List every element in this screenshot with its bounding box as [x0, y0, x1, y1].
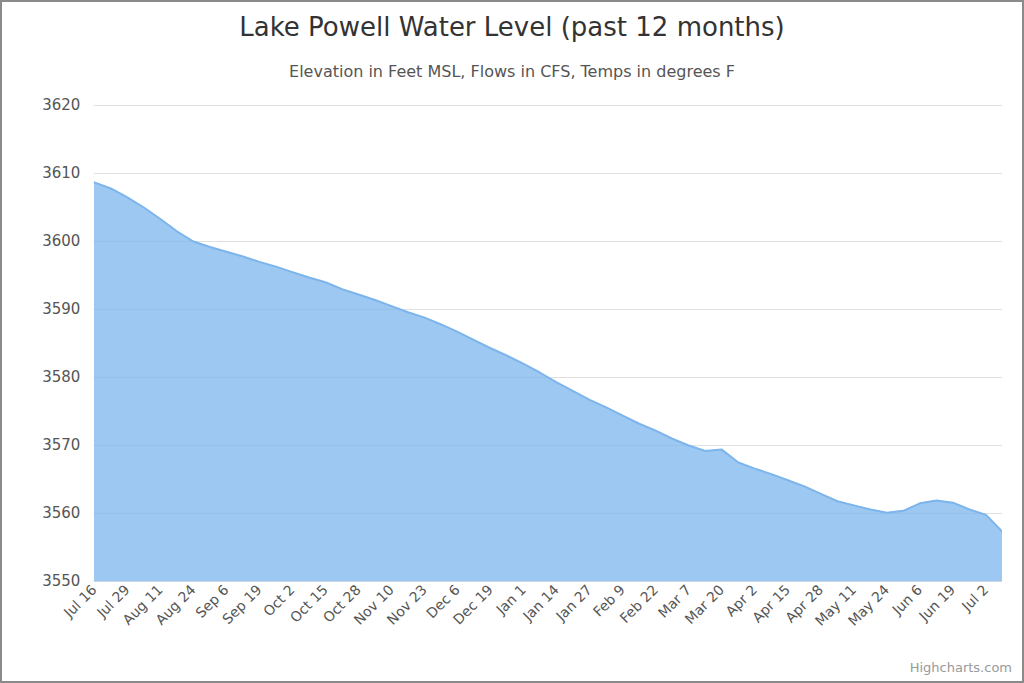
svg-text:Apr 2: Apr 2 — [722, 581, 761, 620]
svg-text:Sep 19: Sep 19 — [219, 581, 265, 627]
svg-text:3610: 3610 — [42, 164, 80, 182]
svg-text:Nov 10: Nov 10 — [350, 581, 397, 628]
svg-text:Oct 28: Oct 28 — [319, 581, 364, 626]
html-text:Highcharts.com: Highcharts.com — [909, 660, 1012, 675]
svg-text:Oct 15: Oct 15 — [286, 581, 331, 626]
svg-text:Feb 9: Feb 9 — [589, 581, 628, 620]
svg-text:Aug 24: Aug 24 — [152, 581, 198, 627]
svg-text:3550: 3550 — [42, 572, 80, 590]
svg-text:Mar 20: Mar 20 — [681, 581, 727, 627]
svg-text:Dec 6: Dec 6 — [423, 581, 463, 622]
svg-text:Oct 2: Oct 2 — [259, 581, 298, 620]
svg-text:3600: 3600 — [42, 232, 80, 250]
svg-text:Apr 15: Apr 15 — [749, 581, 794, 626]
svg-text:Jan 14: Jan 14 — [519, 581, 562, 624]
svg-text:Nov 23: Nov 23 — [384, 581, 430, 627]
svg-text:Apr 28: Apr 28 — [782, 581, 827, 626]
svg-text:Sep 6: Sep 6 — [192, 581, 232, 621]
svg-text:3580: 3580 — [42, 368, 80, 386]
svg-text:3570: 3570 — [42, 436, 80, 454]
svg-text:Jan 1: Jan 1 — [493, 581, 529, 618]
svg-text:3560: 3560 — [42, 504, 80, 522]
svg-text:Jul 29: Jul 29 — [93, 581, 133, 621]
svg-text:Mar 7: Mar 7 — [654, 581, 695, 621]
svg-text:Feb 22: Feb 22 — [617, 581, 662, 626]
svg-text:Jul 2: Jul 2 — [958, 581, 991, 614]
svg-text:Jul 16: Jul 16 — [60, 581, 100, 621]
svg-text:3590: 3590 — [42, 300, 80, 318]
svg-text:Dec 19: Dec 19 — [450, 581, 496, 627]
svg-text:3620: 3620 — [42, 96, 80, 114]
svg-text:May 11: May 11 — [811, 581, 860, 629]
svg-text:Jun 6: Jun 6 — [889, 581, 926, 618]
html-text:Elevation in Feet MSL, Flows i: Elevation in Feet MSL, Flows in CFS, Tem… — [289, 62, 735, 81]
svg-text:Jun 19: Jun 19 — [915, 581, 958, 624]
html-text:Lake Powell Water Level (past: Lake Powell Water Level (past 12 months) — [239, 12, 785, 42]
svg-text:May 24: May 24 — [845, 581, 893, 629]
svg-text:Aug 11: Aug 11 — [119, 581, 166, 628]
svg-text:Jan 27: Jan 27 — [552, 581, 595, 624]
